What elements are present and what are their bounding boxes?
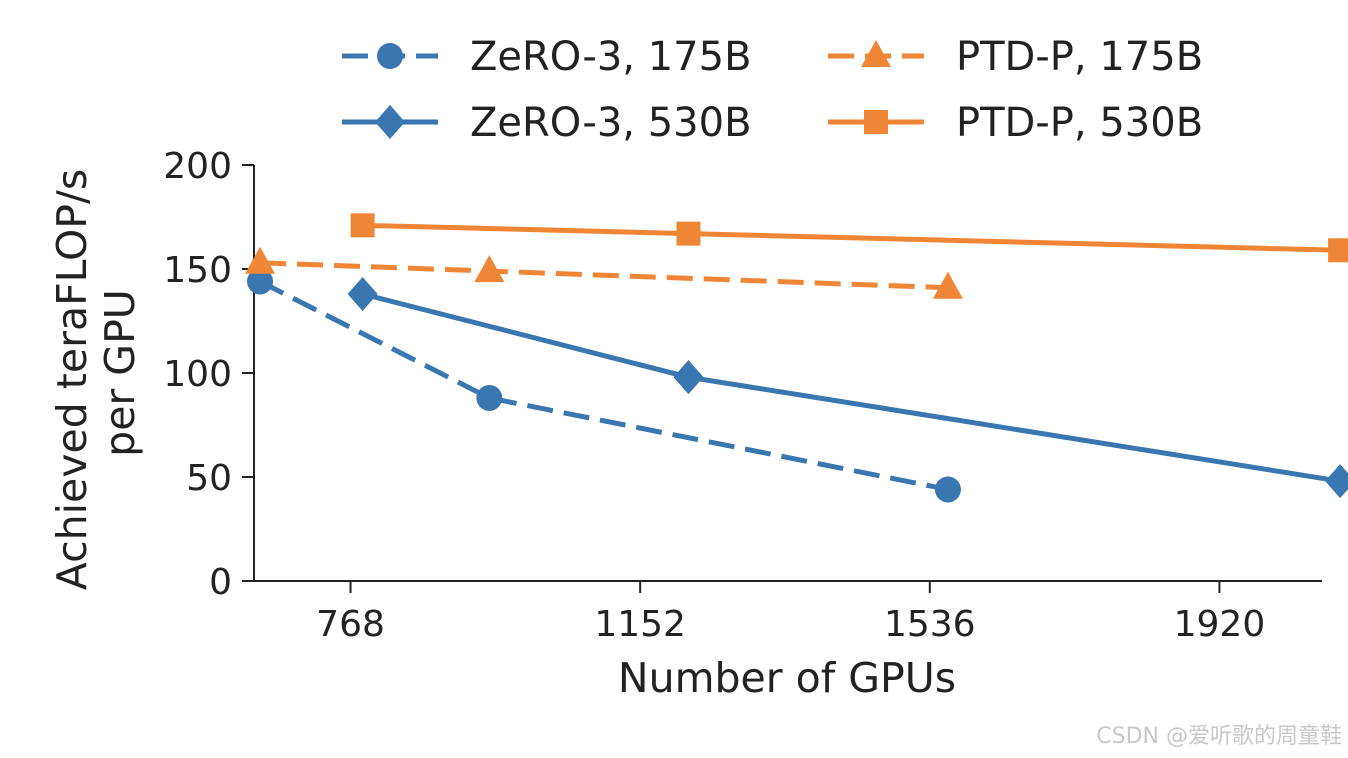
- data-point-ptd-p-175b: [474, 255, 505, 283]
- legend-label: PTD-P, 530B: [956, 100, 1203, 146]
- series-line-zero-3-530b: [361, 291, 1341, 484]
- x-tick-label: 1920: [1174, 604, 1266, 645]
- y-axis-label-line-1: Achieved teraFLOP/s: [48, 169, 96, 590]
- y-tick-label: 0: [209, 562, 232, 603]
- series-ptd-p-530b: [350, 213, 1348, 263]
- x-tick-label: 768: [316, 604, 385, 645]
- series-ptd-p-175b: [245, 246, 963, 299]
- ticks: 768 1152 1536 1920 0 50 100 150 200: [163, 146, 1265, 645]
- series-layer: [245, 213, 1348, 503]
- legend: ZeRO-3, 175B PTD-P, 175B ZeRO-3, 530B PTD-P…: [342, 34, 1203, 146]
- y-tick-label: 200: [163, 146, 232, 187]
- legend-entry-zero-3-530b: ZeRO-3, 530B: [342, 100, 752, 146]
- legend-marker: [861, 40, 891, 67]
- y-tick-label: 150: [163, 250, 232, 291]
- x-tick-label: 1536: [884, 604, 976, 645]
- legend-label: ZeRO-3, 175B: [470, 34, 752, 80]
- data-point-zero-3-175b: [476, 384, 503, 411]
- series-line-ptd-p-530b: [362, 222, 1341, 253]
- data-point-ptd-p-530b: [676, 221, 701, 246]
- legend-entry-ptd-p-530b: PTD-P, 530B: [828, 100, 1203, 146]
- watermark: CSDN @爱听歌的周童鞋: [1096, 724, 1342, 749]
- legend-entry-zero-3-175b: ZeRO-3, 175B: [342, 34, 752, 80]
- series-zero-3-175b: [247, 268, 961, 503]
- data-point-ptd-p-530b: [350, 213, 375, 238]
- x-tick-label: 1152: [594, 604, 686, 645]
- y-tick-label: 100: [163, 354, 232, 395]
- series-zero-3-530b: [347, 276, 1348, 499]
- data-point-ptd-p-175b: [932, 271, 963, 299]
- data-point-ptd-p-175b: [245, 246, 276, 274]
- legend-marker: [864, 110, 888, 134]
- y-axis-label: Achieved teraFLOP/s per GPU: [48, 156, 144, 590]
- x-axis-label: Number of GPUs: [618, 654, 956, 702]
- legend-entry-ptd-p-175b: PTD-P, 175B: [828, 34, 1203, 80]
- data-point-zero-3-530b: [347, 276, 378, 311]
- data-point-zero-3-530b: [1325, 464, 1348, 499]
- legend-label: ZeRO-3, 530B: [470, 100, 752, 146]
- y-axis-label-line-2: per GPU: [96, 289, 144, 457]
- data-point-zero-3-530b: [673, 360, 704, 395]
- legend-marker: [375, 105, 405, 139]
- data-point-ptd-p-530b: [1328, 238, 1348, 263]
- legend-marker: [377, 43, 403, 69]
- y-tick-label: 50: [186, 458, 232, 499]
- series-line-zero-3-175b: [258, 279, 949, 492]
- legend-label: PTD-P, 175B: [956, 34, 1203, 80]
- data-point-zero-3-175b: [934, 476, 961, 503]
- data-point-zero-3-175b: [247, 268, 274, 295]
